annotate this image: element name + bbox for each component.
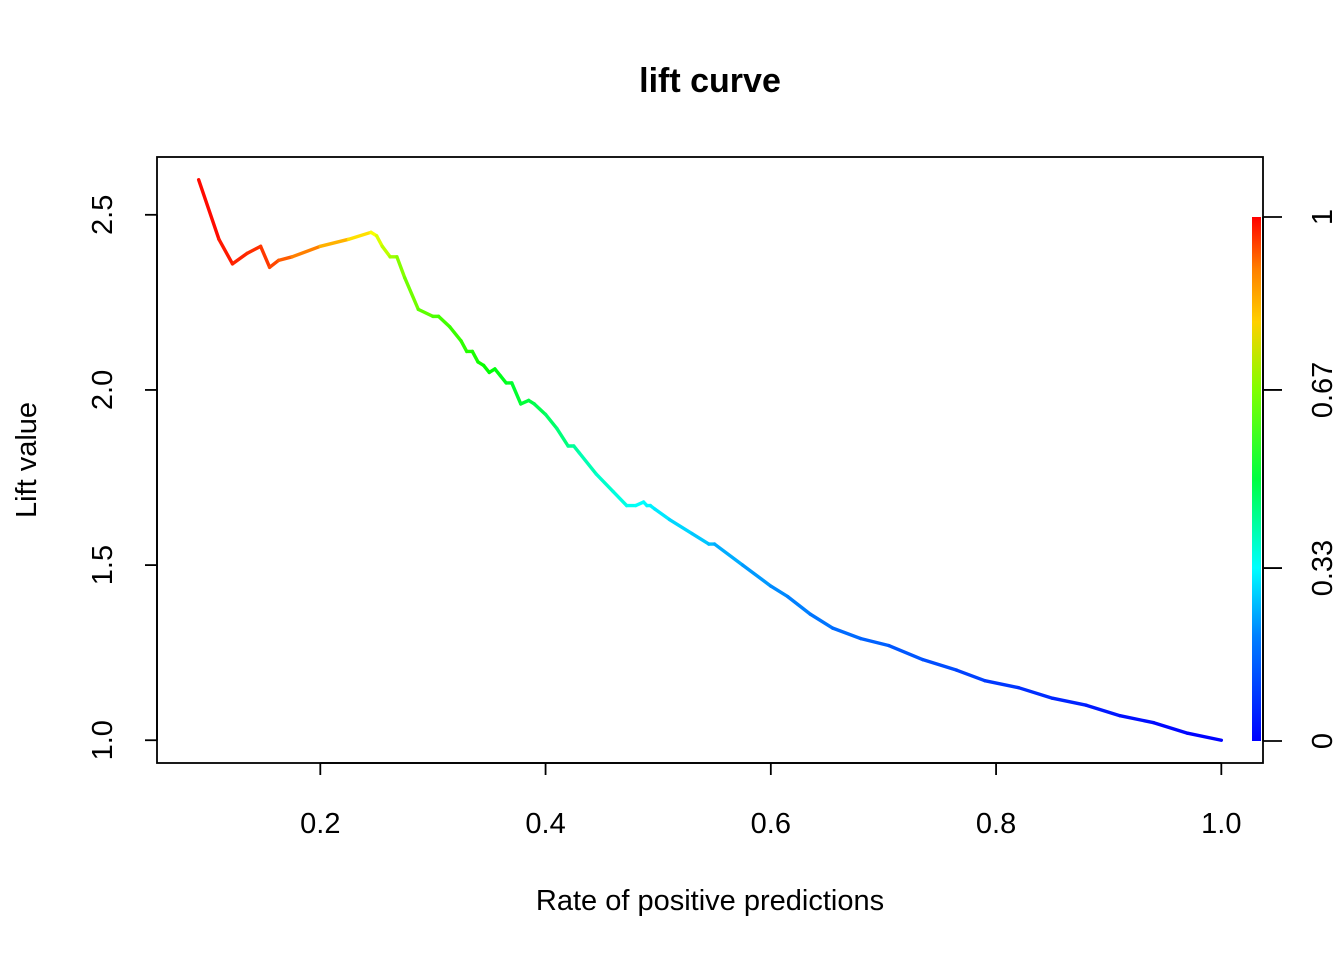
lift-curve-segment <box>653 507 672 522</box>
lift-curve-segment <box>267 258 281 270</box>
lift-curve-segment <box>532 402 548 417</box>
lift-curve-segment <box>667 517 694 536</box>
y-tick-label: 1.5 <box>87 545 119 585</box>
lift-series <box>196 178 1224 742</box>
lift-curve-segment <box>510 381 523 406</box>
plot-frame <box>156 156 1264 764</box>
colorbar-tick-label: 0.33 <box>1307 540 1339 596</box>
x-axis-label: Rate of positive predictions <box>536 885 884 917</box>
y-tick-label: 1.0 <box>87 720 119 760</box>
x-tick-label: 0.4 <box>525 808 565 840</box>
lift-curve-segment <box>1118 714 1156 725</box>
colorbar-axis: 0 0.33 0.67 1 <box>1262 209 1339 749</box>
chart-title: lift curve <box>639 62 781 100</box>
lift-curve-segment <box>954 668 987 683</box>
lift-curve-segment <box>1185 731 1224 742</box>
lift-curve-segment <box>1016 685 1055 700</box>
lift-curve-segment <box>543 412 559 431</box>
lift-curve-segment <box>769 584 790 599</box>
lift-curve-segment <box>786 594 812 616</box>
lift-curve-segment <box>258 244 272 270</box>
y-tick-label: 2.0 <box>87 370 119 410</box>
lift-curve-segment <box>808 612 835 630</box>
lift-curve-segment <box>448 325 463 343</box>
colorbar-tick-label: 0 <box>1307 733 1339 749</box>
lift-curve-segment <box>859 636 891 648</box>
lift-curve-segment <box>983 678 1021 690</box>
lift-curve-segment <box>380 244 392 259</box>
x-axis: 0.2 0.4 0.6 0.8 1.0 <box>300 762 1241 840</box>
lift-curve-segment <box>470 349 480 364</box>
lift-curve-segment <box>346 230 373 242</box>
lift-curve-segment <box>1050 696 1088 707</box>
lift-curve-segment <box>740 563 773 588</box>
lift-curve-segment <box>555 426 570 448</box>
lift-curve-segment <box>276 255 294 263</box>
y-tick-label: 2.5 <box>87 195 119 235</box>
x-tick-label: 1.0 <box>1201 808 1241 840</box>
lift-curve-segment <box>831 626 863 641</box>
lift-curve-segment <box>887 643 925 662</box>
lift-curve-segment <box>611 489 629 508</box>
x-tick-label: 0.2 <box>300 808 340 840</box>
lift-curve-segment <box>436 314 452 329</box>
lift-curve-segment <box>290 244 323 259</box>
colorbar-tick-label: 0.67 <box>1307 362 1339 418</box>
x-tick-label: 0.6 <box>751 808 791 840</box>
lift-curve-segment <box>459 339 469 354</box>
lift-curve-segment <box>594 472 615 494</box>
lift-curve-segment <box>217 237 235 266</box>
colorbar <box>1252 217 1261 741</box>
lift-curve-segment <box>403 276 420 312</box>
lift-curve-segment <box>245 244 263 256</box>
lift-curve-segment <box>712 542 745 567</box>
lift-curve-segment <box>690 531 711 546</box>
lift-curve-segment <box>318 237 351 249</box>
lift-curve-segment <box>374 234 384 249</box>
y-axis-label: Lift value <box>11 402 43 518</box>
colorbar-tick-label: 1 <box>1307 209 1339 225</box>
lift-curve-segment <box>196 178 221 242</box>
lift-curve-segment <box>230 251 249 266</box>
lift-curve-segment <box>1152 721 1190 735</box>
lift-curve-segment <box>416 307 435 319</box>
lift-curve-segment <box>1084 703 1122 718</box>
y-axis: 1.0 1.5 2.0 2.5 <box>87 195 158 760</box>
x-tick-label: 0.8 <box>976 808 1016 840</box>
lift-curve-segment <box>921 657 959 672</box>
lift-curve-segment <box>577 451 598 476</box>
lift-curve-segment <box>395 255 407 280</box>
